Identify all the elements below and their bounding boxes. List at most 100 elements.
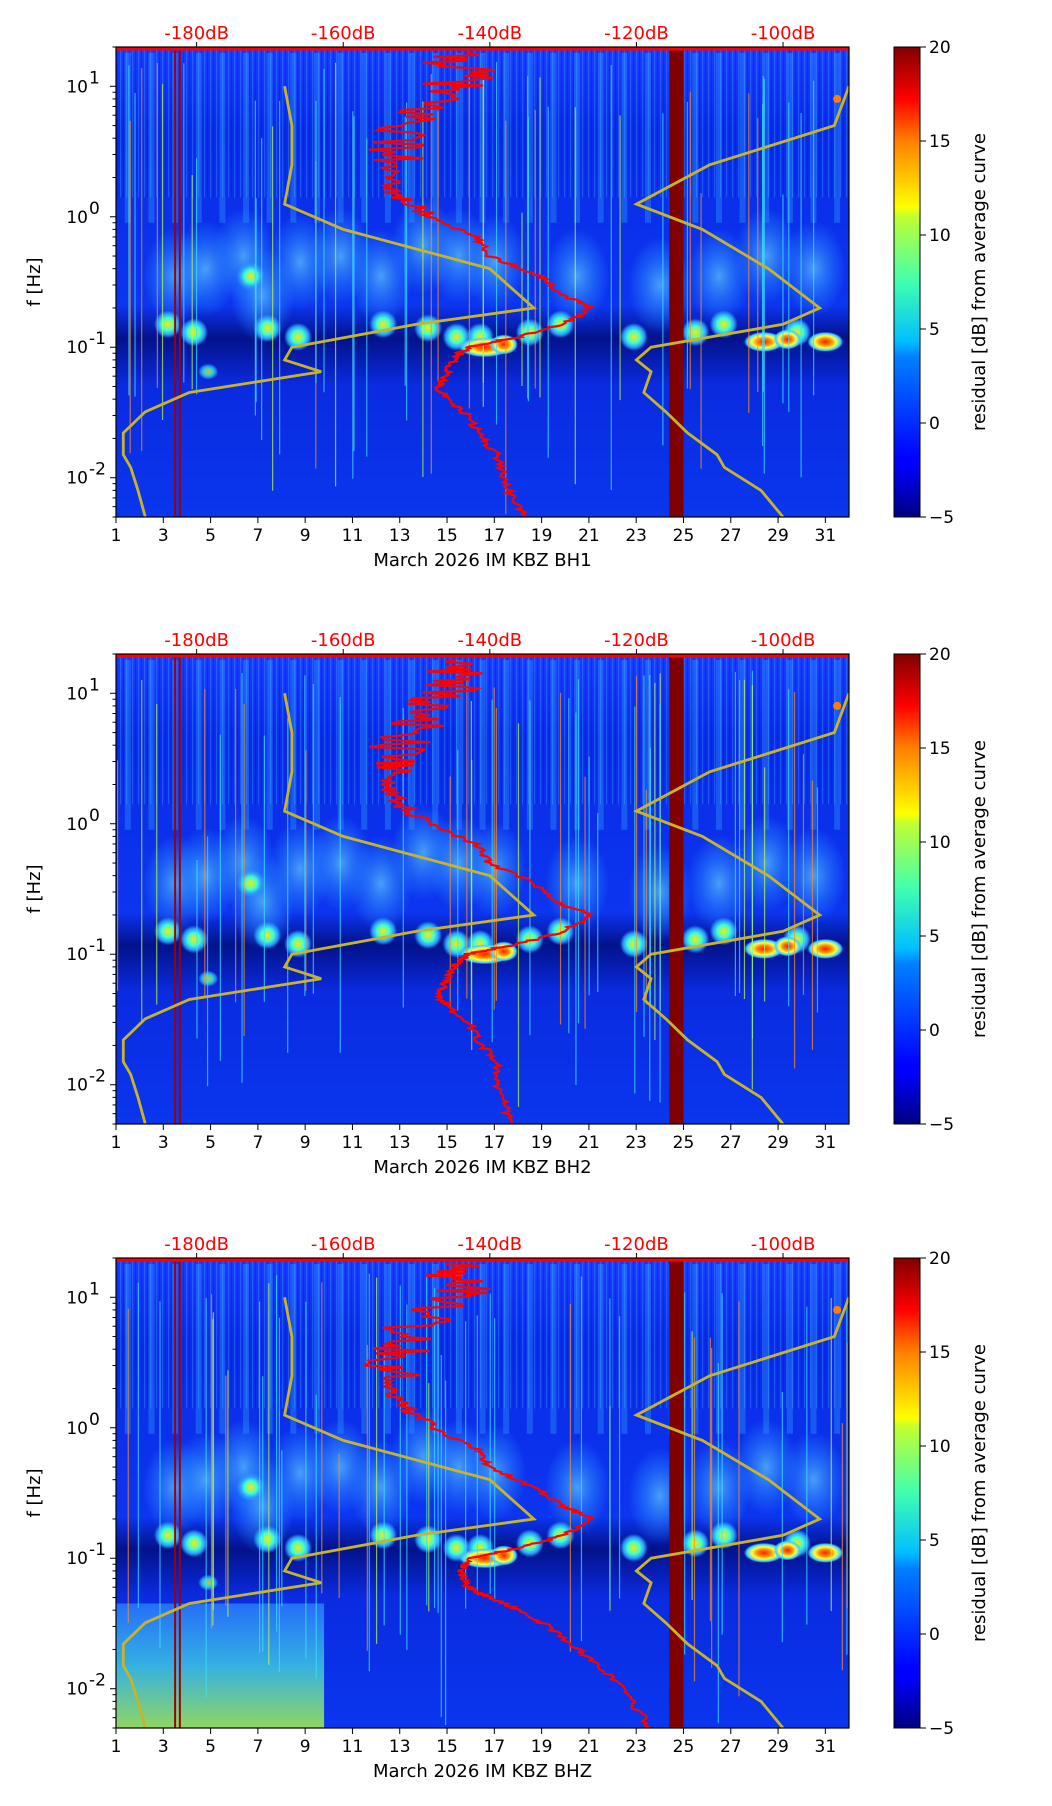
x-tick-label: 29 bbox=[767, 1133, 789, 1153]
strong-event bbox=[773, 1540, 802, 1561]
microseism-peak bbox=[198, 363, 219, 380]
x-tick-label: 21 bbox=[578, 526, 600, 546]
microseism-peak bbox=[369, 1521, 398, 1550]
daily-band bbox=[455, 1263, 462, 1434]
x-tick-label: 27 bbox=[720, 1133, 742, 1153]
daily-band bbox=[266, 1263, 273, 1434]
x-tick-label: 31 bbox=[815, 1737, 837, 1757]
y-tick-exponent: -2 bbox=[89, 460, 106, 480]
daily-band bbox=[834, 659, 841, 830]
daily-band bbox=[763, 1263, 770, 1434]
daily-band bbox=[526, 1263, 533, 1434]
x-tick-label: 5 bbox=[205, 526, 216, 546]
y-tick-exponent: 0 bbox=[89, 806, 100, 826]
top-db-tick-label: -160dB bbox=[311, 23, 376, 44]
x-tick-label: 25 bbox=[673, 1737, 695, 1757]
microseism-smear bbox=[462, 214, 527, 311]
daily-band bbox=[361, 659, 368, 830]
colorbar-label: residual [dB] from average curve bbox=[969, 133, 990, 431]
daily-band bbox=[692, 1263, 699, 1434]
colorbar-tick-label: 20 bbox=[929, 1249, 951, 1269]
daily-band bbox=[361, 52, 368, 223]
daily-band bbox=[219, 659, 226, 830]
x-tick-label: 1 bbox=[111, 1737, 122, 1757]
data-gap bbox=[669, 1258, 684, 1728]
daily-band bbox=[455, 52, 462, 223]
y-tick-exponent: 1 bbox=[89, 675, 100, 695]
psd-curve bbox=[369, 658, 595, 1124]
daily-band bbox=[834, 52, 841, 223]
daily-band bbox=[313, 659, 320, 830]
daily-band bbox=[313, 52, 320, 223]
strong-event bbox=[743, 1542, 784, 1563]
microseism-peak bbox=[236, 869, 265, 898]
daily-band bbox=[337, 1263, 344, 1434]
daily-band bbox=[763, 659, 770, 830]
x-tick-label: 3 bbox=[158, 1737, 169, 1757]
plot-frame bbox=[115, 46, 850, 518]
colorbar-tick-label: 10 bbox=[929, 226, 951, 246]
y-tick-exponent: 1 bbox=[89, 1279, 100, 1299]
microseism-peak bbox=[709, 1521, 738, 1550]
daily-band bbox=[550, 52, 557, 223]
y-tick-exponent: -1 bbox=[89, 1540, 106, 1560]
daily-band bbox=[195, 52, 202, 223]
top-db-tick-label: -180dB bbox=[164, 630, 229, 651]
daily-band bbox=[432, 1263, 439, 1434]
top-db-tick-label: -140dB bbox=[458, 23, 523, 44]
x-tick-label: 27 bbox=[720, 1737, 742, 1757]
strong-event bbox=[807, 1542, 844, 1563]
y-tick-label: 10 bbox=[66, 1549, 88, 1569]
x-tick-label: 3 bbox=[158, 1133, 169, 1153]
x-tick-label: 31 bbox=[815, 1133, 837, 1153]
x-tick-label: 23 bbox=[625, 1737, 647, 1757]
psd-curve bbox=[368, 51, 594, 517]
x-tick-label: 19 bbox=[531, 1737, 553, 1757]
daily-band bbox=[621, 52, 628, 223]
y-tick-label: 10 bbox=[66, 815, 88, 835]
daily-band bbox=[455, 659, 462, 830]
colorbar-tick-label: 5 bbox=[929, 320, 940, 340]
x-tick-label: 15 bbox=[436, 526, 458, 546]
psd-curve bbox=[363, 1262, 652, 1728]
daily-band bbox=[834, 1263, 841, 1434]
microseism-smear bbox=[545, 228, 610, 325]
strong-event bbox=[807, 938, 844, 959]
low-noise-model-curve bbox=[121, 86, 537, 517]
daily-band bbox=[243, 1263, 250, 1434]
y-tick-label: 10 bbox=[66, 945, 88, 965]
daily-band bbox=[645, 52, 652, 223]
strong-event bbox=[833, 1305, 842, 1314]
daily-band bbox=[786, 659, 793, 830]
colorbar-tick-label: 0 bbox=[929, 1625, 940, 1645]
data-gap bbox=[669, 654, 684, 1124]
y-tick-label: 10 bbox=[66, 208, 88, 228]
y-tick-label: 10 bbox=[66, 77, 88, 97]
high-frequency-texture bbox=[116, 1258, 849, 1409]
top-db-tick-label: -160dB bbox=[311, 630, 376, 651]
y-tick-exponent: -2 bbox=[89, 1067, 106, 1087]
daily-band bbox=[810, 1263, 817, 1434]
x-tick-label: 5 bbox=[205, 1133, 216, 1153]
colorbar-tick-label: 10 bbox=[929, 833, 951, 853]
x-tick-label: 21 bbox=[578, 1133, 600, 1153]
top-db-tick-label: -120dB bbox=[604, 630, 669, 651]
daily-band bbox=[148, 659, 155, 830]
x-tick-label: 1 bbox=[111, 1133, 122, 1153]
daily-band bbox=[574, 52, 581, 223]
microseism-peak bbox=[236, 1473, 265, 1502]
y-tick-exponent: 0 bbox=[89, 199, 100, 219]
daily-band bbox=[786, 1263, 793, 1434]
microseism-peak bbox=[515, 1529, 544, 1558]
y-axis-label: f [Hz] bbox=[24, 1468, 45, 1517]
microseism-peak bbox=[253, 1525, 282, 1554]
daily-band bbox=[621, 1263, 628, 1434]
microseism-peak bbox=[198, 1574, 219, 1591]
y-tick-label: 10 bbox=[66, 1680, 88, 1700]
x-axis-label: March 2026 IM KBZ BH2 bbox=[373, 1157, 591, 1178]
daily-band bbox=[408, 52, 415, 223]
microseism-peak bbox=[253, 921, 282, 950]
daily-band bbox=[574, 659, 581, 830]
y-tick-label: 10 bbox=[66, 1419, 88, 1439]
